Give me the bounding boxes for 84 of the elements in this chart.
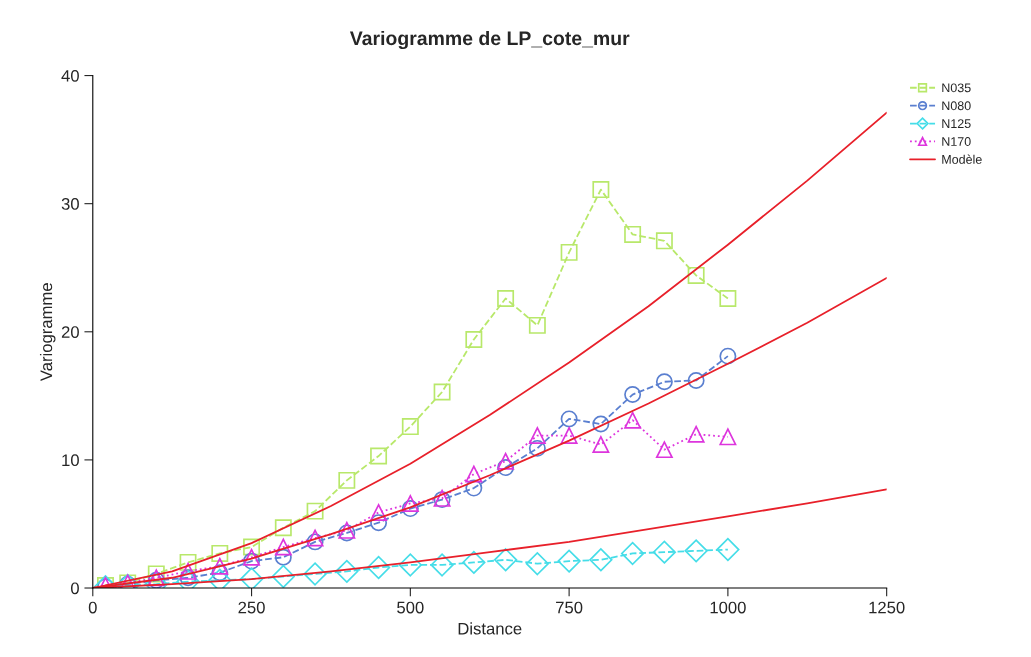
point xyxy=(465,330,483,348)
legend-label: N170 xyxy=(942,137,971,146)
point xyxy=(462,550,486,575)
x-axis-title: Distance xyxy=(458,622,522,635)
legend-label: N035 xyxy=(942,83,971,93)
point xyxy=(624,225,642,243)
point xyxy=(560,410,578,428)
x-tick-label: 1000 xyxy=(710,601,746,614)
point xyxy=(655,441,673,459)
point xyxy=(592,415,610,433)
chart-title: Variogramme de LP_cote_mur xyxy=(349,30,630,50)
x-tick-label: 750 xyxy=(556,601,583,614)
point xyxy=(303,562,327,586)
point xyxy=(719,428,737,446)
point xyxy=(620,541,645,566)
point xyxy=(370,447,388,465)
point xyxy=(243,548,261,566)
point xyxy=(592,181,610,199)
legend-label: N125 xyxy=(942,119,971,129)
point xyxy=(624,386,642,404)
point xyxy=(370,503,388,521)
point xyxy=(306,502,324,520)
point xyxy=(433,383,451,401)
point xyxy=(493,548,518,572)
point xyxy=(465,479,483,497)
y-tick-label: 40 xyxy=(61,69,79,82)
point xyxy=(401,418,419,436)
point xyxy=(398,553,422,577)
y-tick-label: 20 xyxy=(61,326,79,338)
point xyxy=(655,232,673,250)
x-tick-label: 250 xyxy=(238,601,265,614)
point xyxy=(497,459,515,477)
point xyxy=(370,514,388,532)
point xyxy=(687,371,705,389)
point xyxy=(687,425,705,443)
point xyxy=(211,557,229,575)
point xyxy=(528,427,546,445)
point xyxy=(716,537,740,562)
point xyxy=(401,494,419,512)
point xyxy=(401,500,419,518)
x-tick-label: 500 xyxy=(397,601,424,614)
point xyxy=(306,533,324,551)
y-tick-label: 10 xyxy=(62,454,79,467)
point xyxy=(589,548,613,572)
point xyxy=(560,243,578,261)
point xyxy=(557,549,581,573)
point xyxy=(719,290,737,307)
y-tick-label: 0 xyxy=(70,582,79,595)
point xyxy=(211,544,229,562)
point xyxy=(179,562,197,580)
point xyxy=(592,436,610,454)
point xyxy=(528,439,546,457)
point xyxy=(525,552,549,576)
point xyxy=(687,266,705,284)
legend-label: N080 xyxy=(942,101,971,111)
point xyxy=(243,538,261,556)
x-tick-label: 1250 xyxy=(869,601,905,614)
point xyxy=(719,347,737,365)
x-tick-label: 0 xyxy=(88,601,97,614)
y-axis-title: Variogramme xyxy=(39,283,56,382)
point xyxy=(239,567,264,589)
point xyxy=(179,553,197,571)
point xyxy=(335,559,359,583)
point xyxy=(366,555,391,580)
point xyxy=(560,427,578,445)
point xyxy=(271,564,295,589)
point xyxy=(274,538,292,556)
point xyxy=(652,540,677,564)
point xyxy=(430,553,454,577)
legend-label: Modèle xyxy=(942,154,982,164)
point xyxy=(655,373,673,391)
point xyxy=(208,568,232,589)
point xyxy=(497,452,515,470)
point xyxy=(274,519,292,537)
point xyxy=(243,552,261,570)
point xyxy=(465,465,483,483)
point xyxy=(624,411,642,429)
point xyxy=(684,539,708,563)
point xyxy=(338,471,356,489)
y-tick-label: 30 xyxy=(61,198,79,210)
point xyxy=(306,529,324,547)
point xyxy=(497,290,515,307)
point xyxy=(528,316,546,334)
point xyxy=(274,548,292,566)
